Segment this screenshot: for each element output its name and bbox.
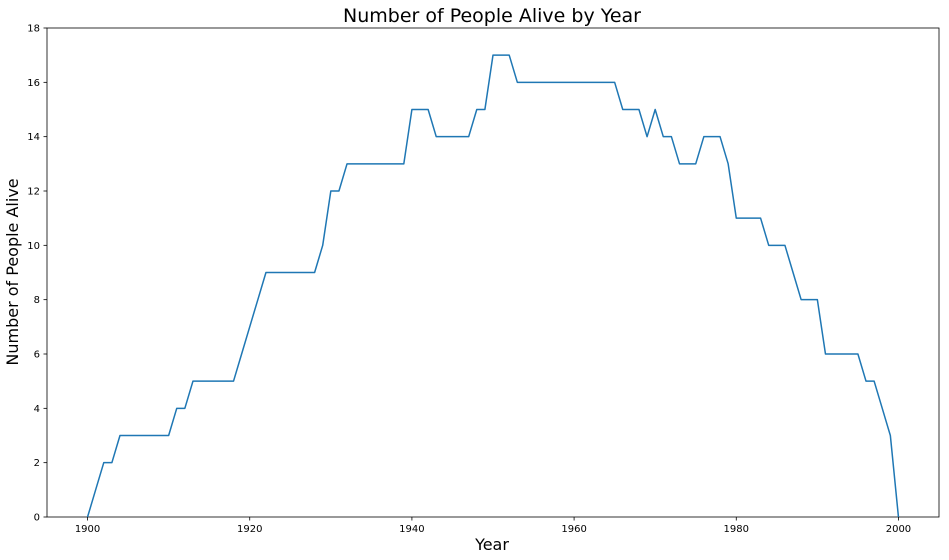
chart-title: Number of People Alive by Year — [343, 5, 641, 27]
x-axis-label: Year — [474, 535, 509, 554]
series-line — [86, 54, 900, 518]
x-tick-label: 1960 — [561, 524, 586, 535]
y-tick-label: 16 — [27, 78, 40, 89]
x-tick-label: 2000 — [886, 524, 911, 535]
y-tick-label: 8 — [34, 295, 40, 306]
plot-frame — [46, 27, 940, 518]
y-tick-label: 18 — [27, 24, 40, 35]
chart-axes — [46, 27, 940, 518]
x-tick-label: 1940 — [399, 524, 424, 535]
y-tick-label: 6 — [34, 350, 40, 361]
y-tick-label: 0 — [34, 513, 40, 524]
chart-series — [86, 54, 900, 518]
x-axis-ticks: 1900 1920 1940 1960 1980 2000 — [75, 517, 911, 535]
y-axis-ticks: 0 2 4 6 8 10 12 14 16 18 — [27, 24, 47, 524]
y-tick-label: 2 — [34, 458, 40, 469]
y-tick-label: 10 — [27, 241, 40, 252]
y-axis-label: Number of People Alive — [3, 178, 22, 365]
y-tick-label: 14 — [27, 132, 40, 143]
x-tick-label: 1900 — [75, 524, 100, 535]
y-tick-label: 4 — [34, 404, 40, 415]
x-tick-label: 1980 — [724, 524, 749, 535]
y-tick-label: 12 — [27, 187, 40, 198]
x-tick-label: 1920 — [237, 524, 262, 535]
